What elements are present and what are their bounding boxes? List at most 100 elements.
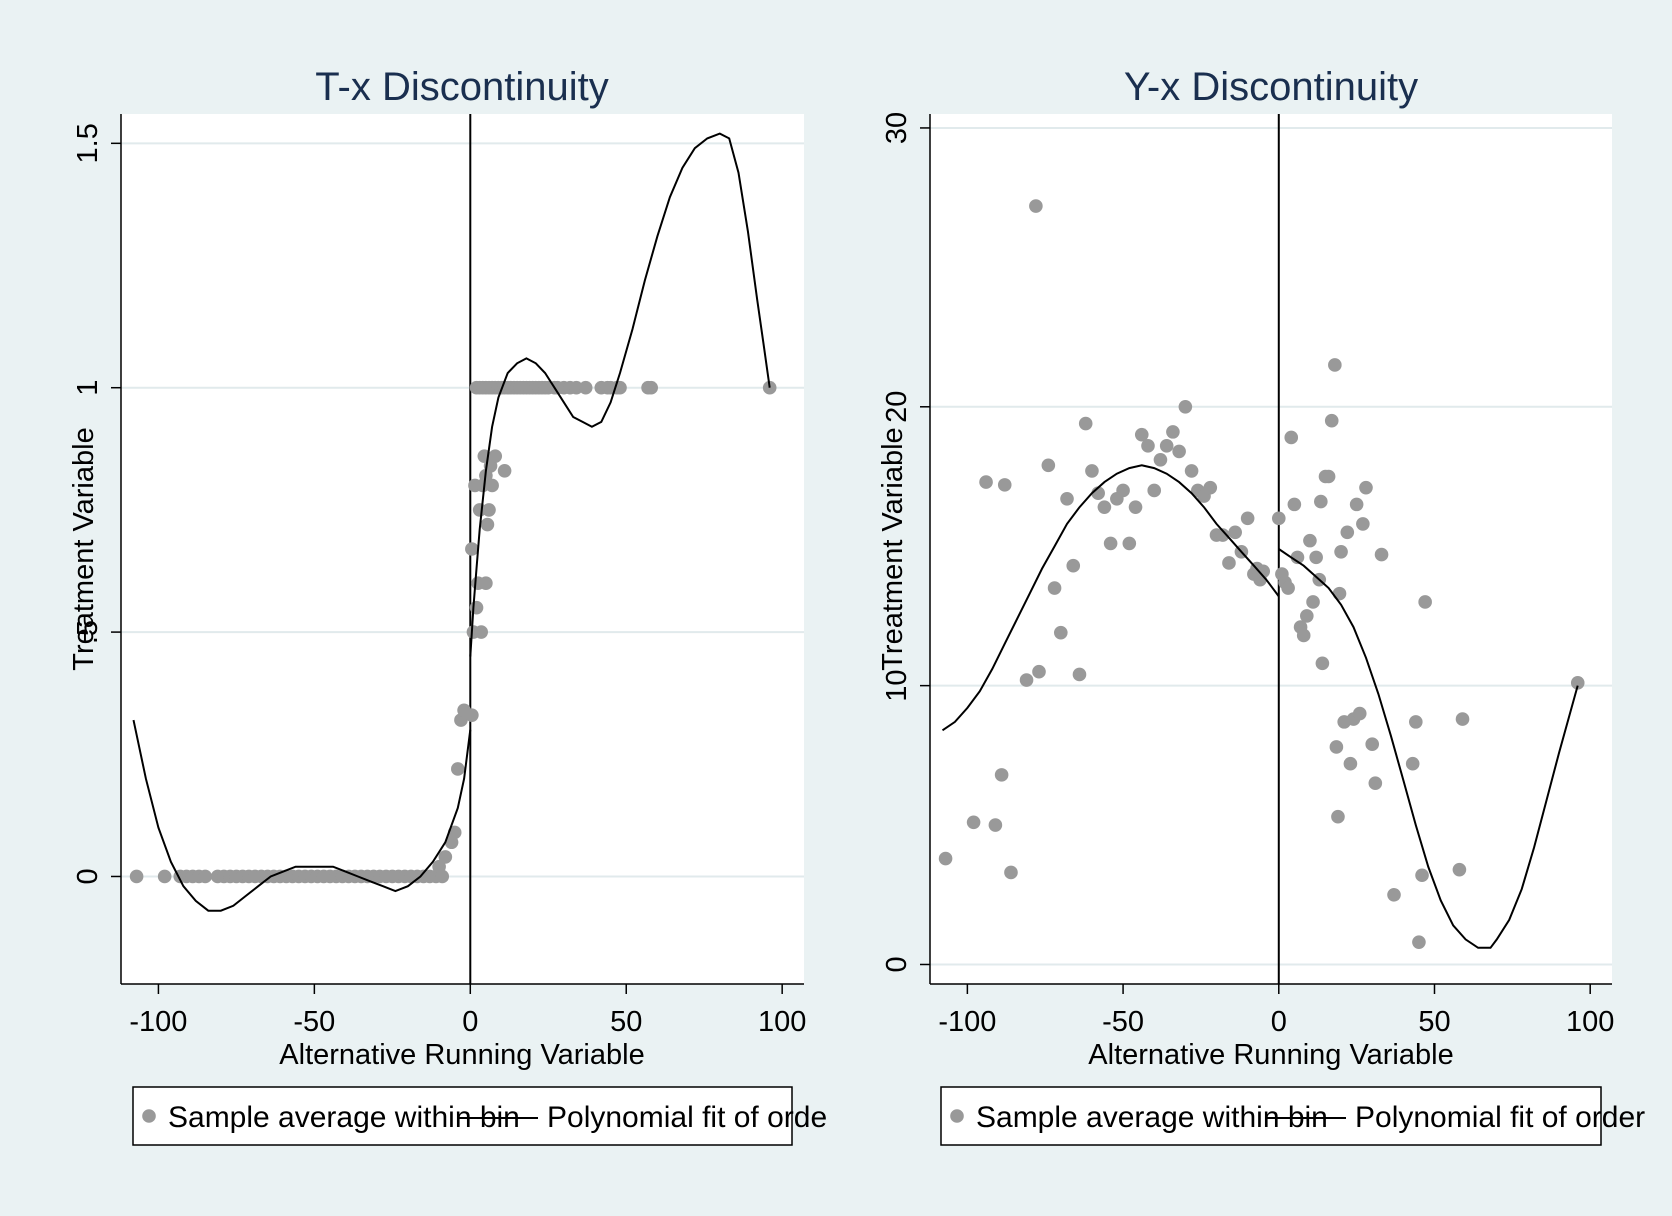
chart-panel-yx: -100 -50 0 50 100 0 10 20 30 Y-x Discontinuity Alt… — [877, 65, 1645, 1146]
data-point-84 — [1409, 715, 1423, 729]
fit-line-segment-0 — [132, 719, 472, 912]
x-tick-label-1: -50 — [1102, 1006, 1144, 1038]
data-point-51 — [1284, 430, 1299, 445]
data-point-86 — [1415, 868, 1429, 883]
data-point-98 — [578, 380, 593, 395]
data-point-53 — [1290, 550, 1305, 565]
data-point-22 — [1116, 483, 1130, 498]
data-point-10 — [1041, 458, 1056, 473]
data-point-97 — [569, 380, 584, 395]
data-point-1 — [157, 869, 172, 884]
chart-title: T-x Discontinuity — [315, 65, 608, 109]
data-point-80 — [1368, 776, 1383, 791]
data-point-39 — [1222, 556, 1236, 570]
x-tick-label-3: 50 — [1418, 1006, 1450, 1038]
data-point-79 — [1365, 737, 1380, 751]
fit-line-segment-0 — [941, 464, 1280, 732]
data-point-64 — [1321, 469, 1336, 484]
y-axis-label: Treatment Variable — [68, 427, 100, 670]
data-point-45 — [438, 850, 453, 864]
data-point-19 — [1097, 500, 1112, 514]
data-point-14 — [1066, 558, 1081, 573]
data-point-27 — [1147, 483, 1162, 498]
data-point-66 — [485, 478, 499, 493]
fit-line-segment-1 — [469, 132, 771, 657]
data-point-33 — [1184, 464, 1199, 478]
data-point-28 — [1153, 452, 1168, 467]
legend-entry-1: Polynomial fit of orde — [547, 1101, 827, 1134]
data-point-68 — [1331, 809, 1345, 824]
x-tick-label-2: 0 — [1271, 1006, 1287, 1038]
data-point-31 — [1172, 444, 1186, 459]
legend: Sample average within bin Polynomial fit … — [132, 1086, 827, 1146]
data-point-82 — [1387, 887, 1401, 902]
y-tick-label-0: 0 — [72, 868, 104, 884]
y-axis-label: Treatment Variable — [877, 427, 909, 670]
data-point-26 — [1141, 439, 1155, 453]
data-point-106 — [762, 380, 777, 395]
data-point-105 — [644, 380, 658, 395]
legend-box — [940, 1086, 1602, 1146]
data-point-87 — [1418, 595, 1432, 609]
x-tick-label-2: 0 — [462, 1006, 478, 1038]
data-point-23 — [1122, 536, 1137, 551]
y-tick-label-3: 30 — [881, 112, 913, 144]
data-point-58 — [474, 625, 489, 639]
data-point-44 — [435, 869, 450, 884]
data-point-59 — [1309, 550, 1323, 565]
data-point-42 — [1240, 511, 1255, 526]
data-point-66 — [1328, 358, 1342, 372]
data-point-88 — [1452, 862, 1467, 877]
data-point-2 — [979, 475, 993, 489]
data-point-58 — [1306, 595, 1320, 609]
data-point-81 — [1374, 547, 1389, 562]
y-tick-label-1: 10 — [881, 670, 913, 702]
data-point-38 — [1215, 528, 1230, 542]
data-point-55 — [469, 600, 484, 615]
data-point-8 — [1032, 664, 1046, 679]
data-point-70 — [1334, 544, 1348, 559]
data-point-90 — [1570, 676, 1585, 690]
data-point-61 — [479, 576, 493, 591]
data-point-47 — [447, 825, 462, 840]
data-point-62 — [1315, 656, 1330, 671]
plot-area — [121, 114, 804, 984]
data-point-48 — [451, 762, 465, 776]
scatter-series — [938, 199, 1585, 949]
data-point-56 — [1300, 609, 1314, 623]
legend-box — [132, 1086, 793, 1146]
data-point-69 — [1332, 586, 1347, 601]
data-point-47 — [1271, 511, 1286, 526]
x-tick-label-0: -100 — [938, 1006, 996, 1038]
x-tick-label-0: -100 — [129, 1006, 187, 1038]
data-point-29 — [1159, 439, 1174, 453]
data-point-24 — [1128, 500, 1143, 514]
data-point-61 — [1314, 494, 1328, 509]
plot-area — [930, 114, 1612, 984]
data-point-17 — [1085, 464, 1099, 478]
data-point-9 — [1029, 199, 1043, 213]
data-point-64 — [482, 503, 496, 517]
x-axis-label: Alternative Running Variable — [1088, 1039, 1453, 1071]
fit-line-segment-1 — [1278, 548, 1579, 949]
data-point-25 — [1134, 427, 1149, 442]
chart-title: Y-x Discontinuity — [1124, 65, 1418, 109]
data-point-0 — [129, 869, 144, 884]
legend: Sample average within bin Polynomial fit … — [940, 1086, 1645, 1146]
data-point-78 — [1359, 480, 1373, 495]
data-point-36 — [1203, 480, 1218, 495]
y-tick-label-0: 0 — [881, 956, 913, 972]
data-point-1 — [966, 815, 981, 830]
data-point-50 — [1281, 581, 1295, 595]
x-axis-label: Alternative Running Variable — [279, 1039, 644, 1071]
legend-entry-1: Polynomial fit of order — [1355, 1101, 1645, 1134]
y-tick-label-3: 1.5 — [72, 123, 104, 163]
data-point-73 — [1343, 756, 1358, 771]
data-point-77 — [1356, 517, 1370, 531]
data-point-16 — [1078, 416, 1093, 431]
y-tick-label-2: 1 — [72, 380, 104, 396]
data-point-52 — [465, 542, 479, 556]
data-point-68 — [497, 463, 512, 478]
data-point-76 — [1352, 706, 1367, 721]
y-tick-label-1: .5 — [72, 620, 104, 644]
